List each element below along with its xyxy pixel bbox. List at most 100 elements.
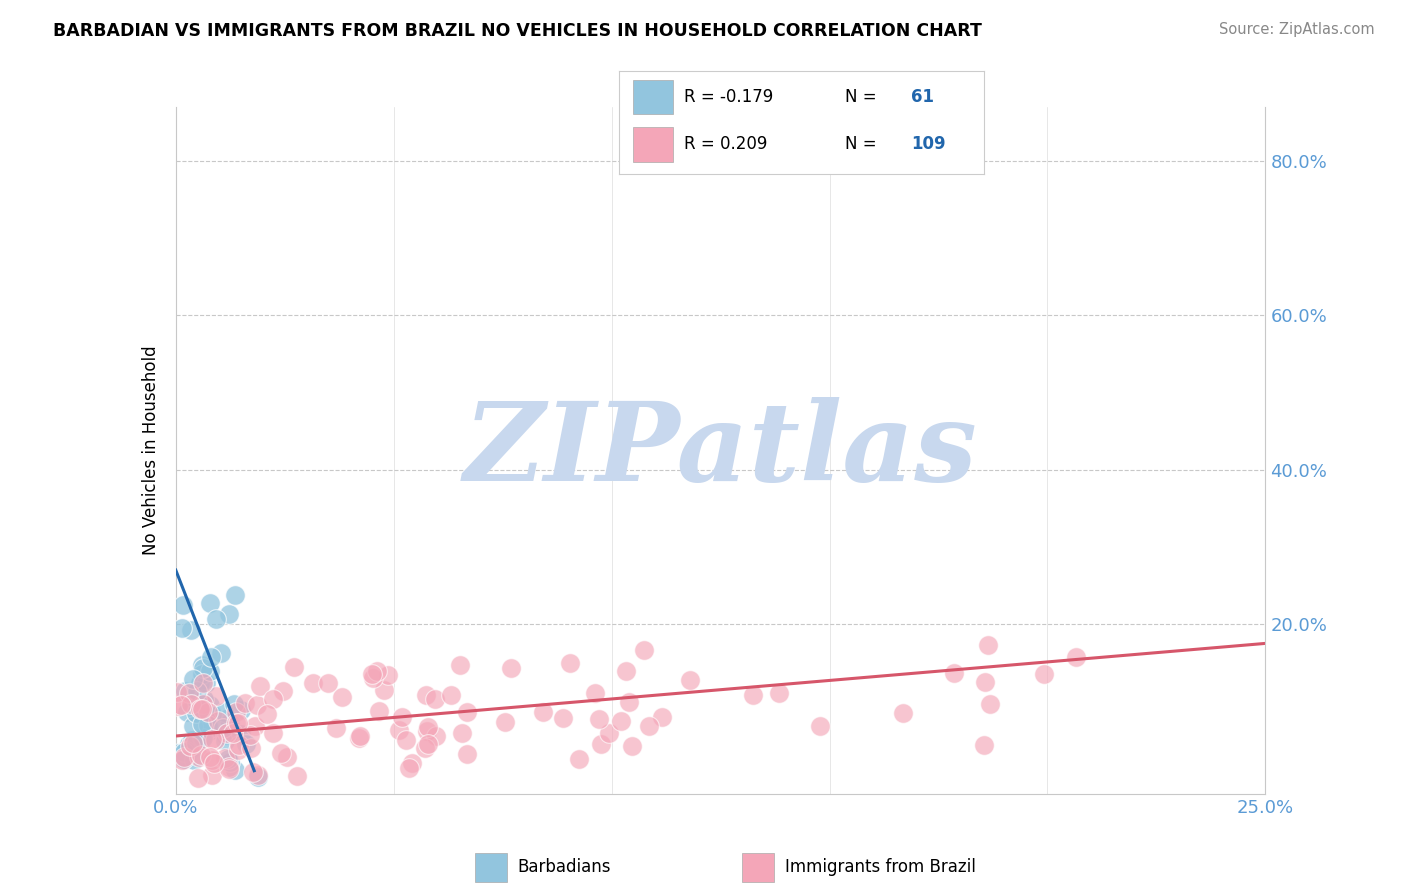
- Point: [181, 698, 204, 713]
- Point: [198, 698, 221, 713]
- Text: 109: 109: [911, 135, 946, 153]
- Point: [179, 737, 201, 751]
- Point: [249, 679, 271, 693]
- Point: [183, 753, 205, 767]
- Point: [191, 675, 214, 690]
- Point: [176, 751, 198, 765]
- Point: [347, 731, 370, 746]
- Point: [394, 733, 416, 747]
- Point: [173, 751, 195, 765]
- Point: [193, 731, 215, 745]
- Point: [187, 750, 209, 764]
- Point: [193, 661, 215, 675]
- Point: [180, 623, 202, 637]
- Point: [190, 702, 212, 716]
- Point: [194, 676, 217, 690]
- Bar: [633, 127, 673, 161]
- Point: [200, 650, 222, 665]
- Point: [173, 745, 195, 759]
- Point: [360, 666, 382, 681]
- Bar: [742, 854, 773, 881]
- Point: [246, 698, 269, 712]
- Point: [217, 752, 239, 766]
- Point: [398, 761, 420, 775]
- Point: [217, 711, 239, 725]
- Point: [619, 695, 641, 709]
- Point: [415, 723, 437, 738]
- Point: [440, 688, 463, 702]
- Point: [205, 612, 228, 626]
- Point: [423, 692, 446, 706]
- Point: [368, 704, 391, 718]
- Point: [240, 741, 263, 756]
- Point: [181, 736, 204, 750]
- Point: [231, 726, 253, 740]
- Text: R = 0.209: R = 0.209: [685, 135, 768, 153]
- Point: [349, 729, 371, 743]
- Point: [589, 737, 612, 751]
- Point: [451, 726, 474, 740]
- Bar: [475, 854, 506, 881]
- Point: [183, 672, 205, 686]
- Text: N =: N =: [845, 88, 877, 106]
- Point: [191, 698, 214, 712]
- Point: [214, 751, 236, 765]
- Point: [233, 696, 256, 710]
- Point: [413, 741, 436, 756]
- Point: [190, 702, 212, 716]
- Point: [173, 684, 195, 698]
- Point: [205, 689, 228, 703]
- Point: [973, 738, 995, 752]
- Point: [181, 719, 204, 733]
- Point: [553, 711, 575, 725]
- Y-axis label: No Vehicles in Household: No Vehicles in Household: [142, 345, 160, 556]
- Point: [218, 760, 240, 774]
- Point: [973, 674, 995, 689]
- Point: [225, 705, 247, 719]
- Point: [361, 671, 384, 685]
- Point: [416, 720, 439, 734]
- Point: [377, 668, 399, 682]
- Point: [197, 718, 219, 732]
- Point: [768, 686, 790, 700]
- Point: [977, 638, 1000, 652]
- Point: [285, 769, 308, 783]
- Text: BARBADIAN VS IMMIGRANTS FROM BRAZIL NO VEHICLES IN HOUSEHOLD CORRELATION CHART: BARBADIAN VS IMMIGRANTS FROM BRAZIL NO V…: [53, 22, 983, 40]
- Point: [262, 726, 284, 740]
- Text: Immigrants from Brazil: Immigrants from Brazil: [785, 858, 976, 877]
- Point: [325, 721, 347, 735]
- Point: [614, 664, 637, 678]
- Point: [449, 658, 471, 673]
- Bar: [633, 79, 673, 114]
- Point: [190, 731, 212, 746]
- Point: [219, 714, 242, 729]
- Point: [218, 762, 240, 776]
- Point: [416, 737, 439, 751]
- Point: [172, 598, 194, 612]
- Point: [170, 698, 193, 712]
- Point: [568, 752, 591, 766]
- Point: [425, 729, 447, 743]
- Point: [598, 726, 620, 740]
- Point: [610, 714, 633, 728]
- Point: [222, 698, 245, 712]
- Point: [212, 722, 235, 736]
- Point: [218, 607, 240, 621]
- Point: [373, 682, 395, 697]
- Point: [225, 715, 247, 730]
- Point: [494, 714, 516, 729]
- Point: [242, 764, 264, 779]
- Point: [202, 756, 225, 770]
- Point: [271, 684, 294, 698]
- Text: 61: 61: [911, 88, 934, 106]
- Point: [197, 724, 219, 739]
- Point: [198, 721, 221, 735]
- Point: [191, 716, 214, 731]
- Point: [560, 656, 582, 670]
- Point: [366, 665, 388, 679]
- Point: [166, 685, 188, 699]
- Point: [167, 746, 190, 760]
- Point: [246, 770, 269, 784]
- Point: [224, 588, 246, 602]
- Point: [174, 744, 197, 758]
